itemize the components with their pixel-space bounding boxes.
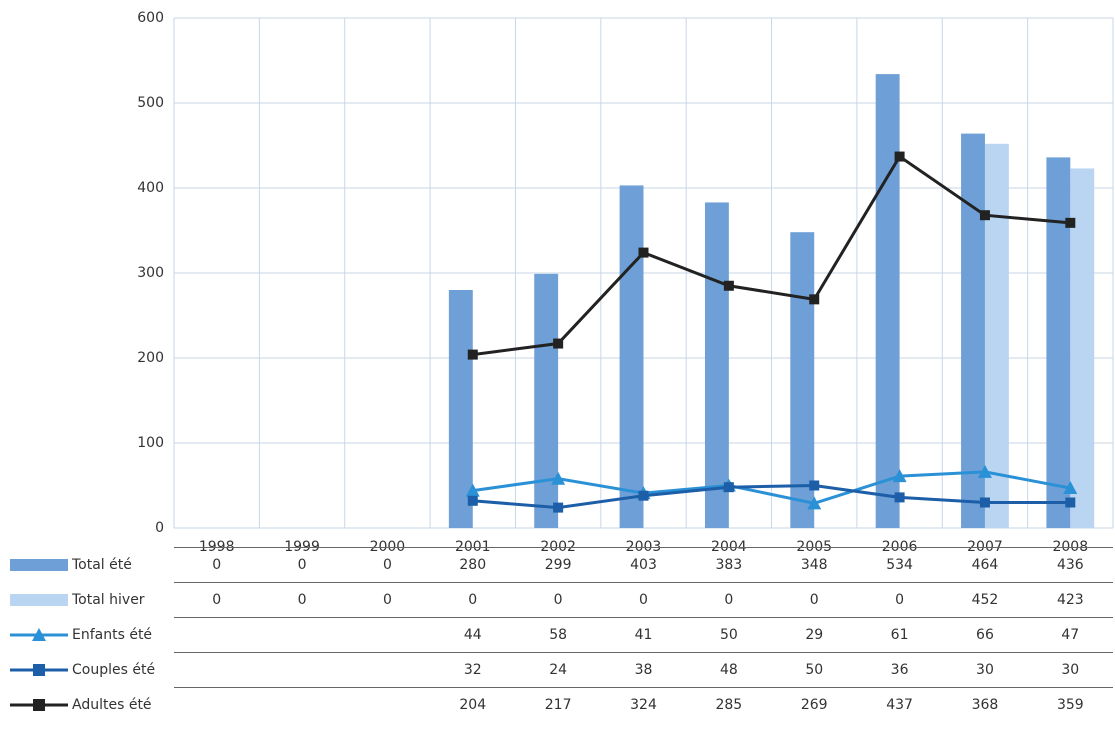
- table-cell: 0: [298, 557, 307, 573]
- table-cell: 464: [972, 557, 999, 573]
- bar: [1046, 157, 1071, 528]
- legend-swatch: [10, 559, 68, 571]
- table-cell: 299: [545, 557, 572, 573]
- table-cell: 0: [895, 592, 904, 608]
- bar: [961, 133, 985, 528]
- line-marker: [1063, 481, 1078, 495]
- line-marker: [638, 247, 649, 258]
- table-cell: 269: [801, 697, 828, 713]
- legend-label: Adultes été: [72, 697, 152, 713]
- line-marker: [894, 151, 905, 162]
- legend-label: Couples été: [72, 662, 155, 678]
- table-cell: 324: [630, 697, 657, 713]
- bar: [534, 273, 559, 528]
- table-cell: 403: [630, 557, 657, 573]
- line-marker: [467, 495, 478, 506]
- table-cell: 204: [459, 697, 486, 713]
- y-tick-label: 400: [137, 180, 164, 196]
- line-marker: [553, 502, 564, 513]
- line-marker: [553, 338, 564, 349]
- bar: [984, 143, 1009, 529]
- bar: [704, 202, 729, 528]
- line-marker: [465, 483, 480, 497]
- line-marker: [809, 480, 820, 491]
- bar: [448, 290, 473, 528]
- table-cell: 36: [891, 662, 909, 678]
- line-marker: [1065, 217, 1076, 228]
- legend-marker: [32, 628, 46, 641]
- table-cell: 24: [549, 662, 567, 678]
- y-tick-label: 0: [155, 520, 164, 536]
- table-cell: 383: [715, 557, 742, 573]
- table-cell: 423: [1057, 592, 1084, 608]
- table-cell: 0: [298, 592, 307, 608]
- table-cell: 359: [1057, 697, 1084, 713]
- table-cell: 50: [805, 662, 823, 678]
- bar: [1070, 168, 1095, 528]
- line-marker: [467, 349, 478, 360]
- table-cell: 0: [639, 592, 648, 608]
- line-marker: [977, 464, 992, 478]
- table-cell: 0: [212, 592, 221, 608]
- bar: [790, 232, 815, 528]
- y-tick-label: 500: [137, 95, 164, 111]
- table-cell: 29: [805, 627, 823, 643]
- line-marker: [551, 471, 566, 485]
- legend-marker: [33, 699, 45, 711]
- legend-label: Enfants été: [72, 627, 152, 643]
- table-cell: 452: [972, 592, 999, 608]
- y-tick-label: 200: [137, 350, 164, 366]
- line-marker: [638, 490, 649, 501]
- line-marker: [807, 496, 822, 510]
- table-cell: 285: [715, 697, 742, 713]
- table-cell: 32: [464, 662, 482, 678]
- table-cell: 0: [724, 592, 733, 608]
- y-tick-label: 300: [137, 265, 164, 281]
- table-cell: 50: [720, 627, 738, 643]
- table-cell: 0: [383, 557, 392, 573]
- legend-label: Total hiver: [71, 592, 145, 608]
- table-cell: 66: [976, 627, 994, 643]
- table-cell: 0: [383, 592, 392, 608]
- line: [472, 483, 1071, 510]
- legend-label: Total été: [71, 557, 132, 573]
- y-tick-label: 100: [137, 435, 164, 451]
- table-cell: 0: [554, 592, 563, 608]
- line: [472, 470, 1071, 505]
- table-cell: 30: [1061, 662, 1079, 678]
- table-cell: 280: [459, 557, 486, 573]
- bar: [619, 185, 644, 528]
- line-marker: [894, 492, 905, 503]
- table-cell: 217: [545, 697, 572, 713]
- line-marker: [1065, 497, 1076, 508]
- bar: [875, 74, 900, 528]
- table-cell: 48: [720, 662, 738, 678]
- table-cell: 47: [1061, 627, 1079, 643]
- table-cell: 0: [810, 592, 819, 608]
- line-marker: [723, 482, 734, 493]
- table-cell: 30: [976, 662, 994, 678]
- table-cell: 348: [801, 557, 828, 573]
- line-marker: [809, 294, 820, 305]
- line-marker: [979, 497, 990, 508]
- line-marker: [723, 280, 734, 291]
- table-cell: 41: [635, 627, 653, 643]
- table-cell: 44: [464, 627, 482, 643]
- y-tick-label: 600: [137, 10, 164, 26]
- table-cell: 368: [972, 697, 999, 713]
- legend-marker: [33, 664, 45, 676]
- table-cell: 437: [886, 697, 913, 713]
- line: [472, 154, 1071, 357]
- table-cell: 58: [549, 627, 567, 643]
- line-marker: [892, 469, 907, 483]
- table-cell: 534: [886, 557, 913, 573]
- table-cell: 436: [1057, 557, 1084, 573]
- legend-swatch: [10, 594, 68, 606]
- line-marker: [979, 210, 990, 221]
- table-cell: 0: [212, 557, 221, 573]
- table-cell: 38: [635, 662, 653, 678]
- table-cell: 61: [891, 627, 909, 643]
- table-cell: 0: [468, 592, 477, 608]
